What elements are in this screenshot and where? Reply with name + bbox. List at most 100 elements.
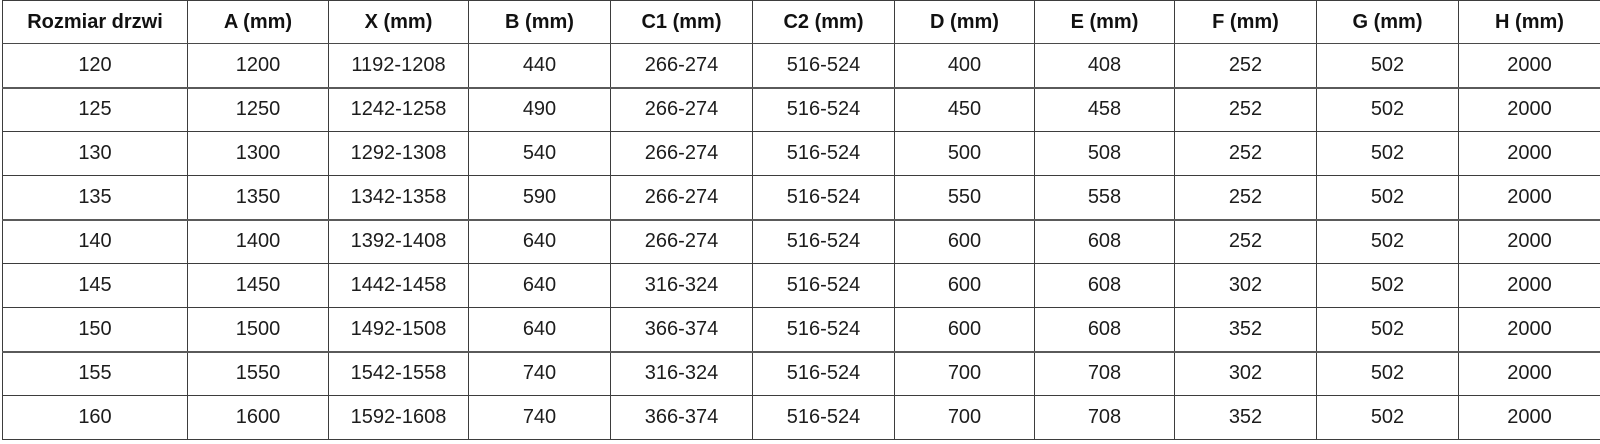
cell-f[interactable]: 252 — [1174, 175, 1317, 220]
cell-x[interactable]: 1592-1608 — [328, 395, 469, 440]
cell-size[interactable]: 150 — [2, 307, 188, 352]
cell-c2[interactable]: 516-524 — [752, 307, 895, 352]
cell-c2[interactable]: 516-524 — [752, 350, 895, 396]
cell-h[interactable]: 2000 — [1458, 263, 1600, 308]
cell-a[interactable]: 1250 — [187, 86, 329, 132]
cell-b[interactable]: 640 — [468, 218, 611, 264]
cell-b[interactable]: 490 — [468, 86, 611, 132]
cell-d[interactable]: 700 — [894, 395, 1035, 440]
cell-a[interactable]: 1450 — [187, 263, 329, 308]
cell-f[interactable]: 252 — [1174, 43, 1317, 88]
cell-x[interactable]: 1442-1458 — [328, 263, 469, 308]
cell-size[interactable]: 130 — [2, 131, 188, 176]
cell-c1[interactable]: 266-274 — [610, 218, 753, 264]
cell-g[interactable]: 502 — [1316, 86, 1459, 132]
cell-a[interactable]: 1350 — [187, 175, 329, 220]
cell-g[interactable]: 502 — [1316, 350, 1459, 396]
cell-c2[interactable]: 516-524 — [752, 395, 895, 440]
cell-g[interactable]: 502 — [1316, 395, 1459, 440]
column-header-g[interactable]: G (mm) — [1316, 0, 1459, 44]
cell-b[interactable]: 440 — [468, 43, 611, 88]
cell-e[interactable]: 558 — [1034, 175, 1175, 220]
cell-h[interactable]: 2000 — [1458, 350, 1600, 396]
cell-b[interactable]: 590 — [468, 175, 611, 220]
cell-e[interactable]: 608 — [1034, 307, 1175, 352]
cell-c1[interactable]: 316-324 — [610, 350, 753, 396]
cell-d[interactable]: 450 — [894, 86, 1035, 132]
cell-c1[interactable]: 366-374 — [610, 395, 753, 440]
cell-g[interactable]: 502 — [1316, 218, 1459, 264]
cell-h[interactable]: 2000 — [1458, 307, 1600, 352]
cell-size[interactable]: 145 — [2, 263, 188, 308]
cell-x[interactable]: 1542-1558 — [328, 350, 469, 396]
cell-f[interactable]: 252 — [1174, 218, 1317, 264]
cell-c2[interactable]: 516-524 — [752, 263, 895, 308]
cell-c2[interactable]: 516-524 — [752, 175, 895, 220]
cell-c1[interactable]: 266-274 — [610, 131, 753, 176]
cell-c1[interactable]: 266-274 — [610, 43, 753, 88]
cell-a[interactable]: 1600 — [187, 395, 329, 440]
cell-e[interactable]: 608 — [1034, 263, 1175, 308]
cell-d[interactable]: 600 — [894, 263, 1035, 308]
cell-b[interactable]: 640 — [468, 263, 611, 308]
cell-e[interactable]: 708 — [1034, 350, 1175, 396]
cell-d[interactable]: 500 — [894, 131, 1035, 176]
column-header-a[interactable]: A (mm) — [187, 0, 329, 44]
cell-d[interactable]: 600 — [894, 218, 1035, 264]
cell-g[interactable]: 502 — [1316, 263, 1459, 308]
cell-f[interactable]: 252 — [1174, 131, 1317, 176]
cell-c1[interactable]: 266-274 — [610, 175, 753, 220]
cell-a[interactable]: 1550 — [187, 350, 329, 396]
cell-g[interactable]: 502 — [1316, 131, 1459, 176]
column-header-h[interactable]: H (mm) — [1458, 0, 1600, 44]
cell-e[interactable]: 608 — [1034, 218, 1175, 264]
cell-h[interactable]: 2000 — [1458, 218, 1600, 264]
cell-f[interactable]: 352 — [1174, 307, 1317, 352]
cell-size[interactable]: 135 — [2, 175, 188, 220]
cell-x[interactable]: 1292-1308 — [328, 131, 469, 176]
cell-c2[interactable]: 516-524 — [752, 131, 895, 176]
cell-h[interactable]: 2000 — [1458, 86, 1600, 132]
column-header-x[interactable]: X (mm) — [328, 0, 469, 44]
cell-x[interactable]: 1192-1208 — [328, 43, 469, 88]
column-header-rozmiar-drzwi[interactable]: Rozmiar drzwi — [2, 0, 188, 44]
cell-f[interactable]: 352 — [1174, 395, 1317, 440]
cell-c2[interactable]: 516-524 — [752, 43, 895, 88]
cell-c1[interactable]: 366-374 — [610, 307, 753, 352]
column-header-e[interactable]: E (mm) — [1034, 0, 1175, 44]
cell-h[interactable]: 2000 — [1458, 43, 1600, 88]
cell-size[interactable]: 120 — [2, 43, 188, 88]
cell-c1[interactable]: 266-274 — [610, 86, 753, 132]
cell-a[interactable]: 1200 — [187, 43, 329, 88]
column-header-b[interactable]: B (mm) — [468, 0, 611, 44]
column-header-d[interactable]: D (mm) — [894, 0, 1035, 44]
column-header-c2[interactable]: C2 (mm) — [752, 0, 895, 44]
cell-a[interactable]: 1300 — [187, 131, 329, 176]
cell-c1[interactable]: 316-324 — [610, 263, 753, 308]
cell-b[interactable]: 740 — [468, 395, 611, 440]
cell-c2[interactable]: 516-524 — [752, 86, 895, 132]
cell-a[interactable]: 1500 — [187, 307, 329, 352]
cell-size[interactable]: 140 — [2, 218, 188, 264]
cell-x[interactable]: 1492-1508 — [328, 307, 469, 352]
cell-e[interactable]: 408 — [1034, 43, 1175, 88]
cell-a[interactable]: 1400 — [187, 218, 329, 264]
cell-x[interactable]: 1342-1358 — [328, 175, 469, 220]
cell-b[interactable]: 540 — [468, 131, 611, 176]
cell-d[interactable]: 700 — [894, 350, 1035, 396]
cell-d[interactable]: 600 — [894, 307, 1035, 352]
cell-h[interactable]: 2000 — [1458, 131, 1600, 176]
cell-g[interactable]: 502 — [1316, 175, 1459, 220]
cell-e[interactable]: 458 — [1034, 86, 1175, 132]
cell-f[interactable]: 302 — [1174, 263, 1317, 308]
cell-c2[interactable]: 516-524 — [752, 218, 895, 264]
cell-x[interactable]: 1242-1258 — [328, 86, 469, 132]
cell-size[interactable]: 125 — [2, 86, 188, 132]
cell-e[interactable]: 508 — [1034, 131, 1175, 176]
cell-e[interactable]: 708 — [1034, 395, 1175, 440]
cell-x[interactable]: 1392-1408 — [328, 218, 469, 264]
column-header-c1[interactable]: C1 (mm) — [610, 0, 753, 44]
cell-d[interactable]: 400 — [894, 43, 1035, 88]
cell-g[interactable]: 502 — [1316, 307, 1459, 352]
cell-f[interactable]: 302 — [1174, 350, 1317, 396]
